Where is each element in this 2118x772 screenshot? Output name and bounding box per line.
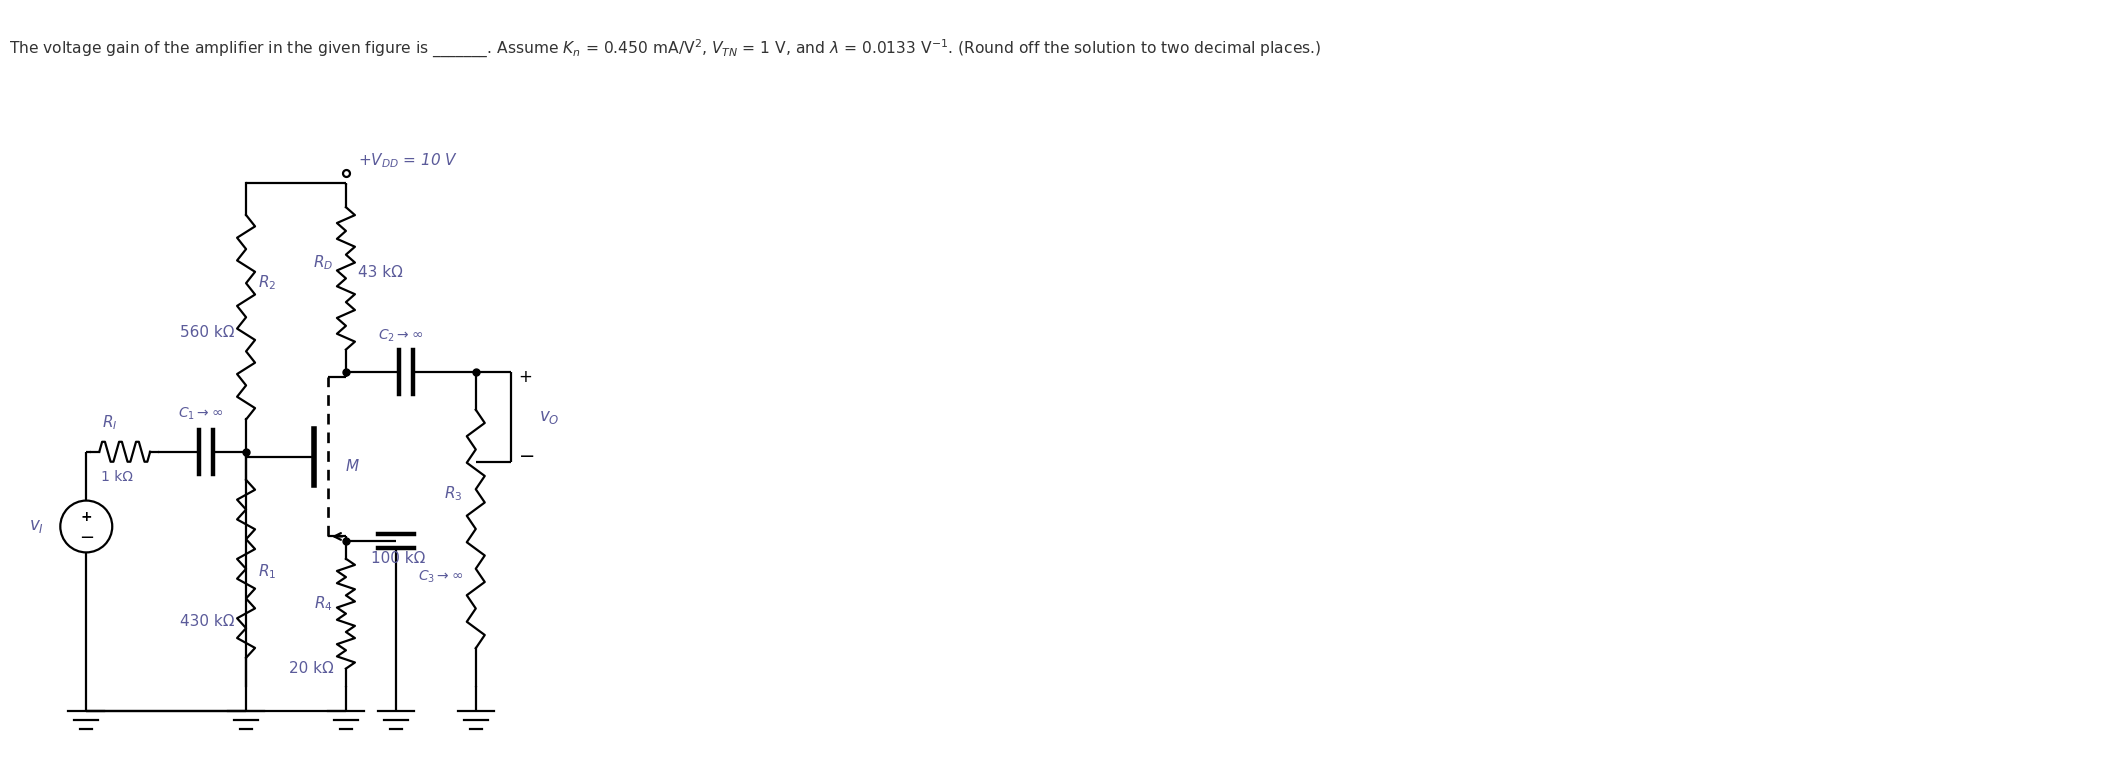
Text: $v_O$: $v_O$ [538, 408, 559, 426]
Text: $R_4$: $R_4$ [313, 594, 333, 613]
Text: $R_I$: $R_I$ [102, 413, 116, 432]
Text: M: M [345, 459, 360, 474]
Text: 43 kΩ: 43 kΩ [358, 265, 402, 280]
Text: +: + [80, 510, 91, 523]
Text: −: − [519, 447, 536, 466]
Text: $C_2 \rightarrow \infty$: $C_2 \rightarrow \infty$ [379, 328, 424, 344]
Text: $R_2$: $R_2$ [258, 273, 275, 292]
Text: $R_3$: $R_3$ [445, 485, 462, 503]
Text: The voltage gain of the amplifier in the given figure is _______. Assume $K_n$ =: The voltage gain of the amplifier in the… [8, 39, 1322, 60]
Text: +: + [519, 368, 532, 386]
Text: $+V_{DD}$ = 10 V: $+V_{DD}$ = 10 V [358, 151, 457, 170]
Text: 1 kΩ: 1 kΩ [102, 469, 133, 484]
Text: $v_I$: $v_I$ [30, 517, 44, 536]
Text: 20 kΩ: 20 kΩ [290, 661, 335, 676]
Text: 100 kΩ: 100 kΩ [371, 551, 426, 567]
Text: 430 kΩ: 430 kΩ [180, 614, 235, 628]
Text: −: − [78, 530, 93, 547]
Text: 560 kΩ: 560 kΩ [180, 325, 235, 340]
Text: $C_3 \rightarrow \infty$: $C_3 \rightarrow \infty$ [417, 568, 464, 584]
Text: $C_1 \rightarrow \infty$: $C_1 \rightarrow \infty$ [178, 405, 225, 422]
Text: $R_1$: $R_1$ [258, 562, 275, 581]
Text: $R_D$: $R_D$ [313, 253, 333, 272]
